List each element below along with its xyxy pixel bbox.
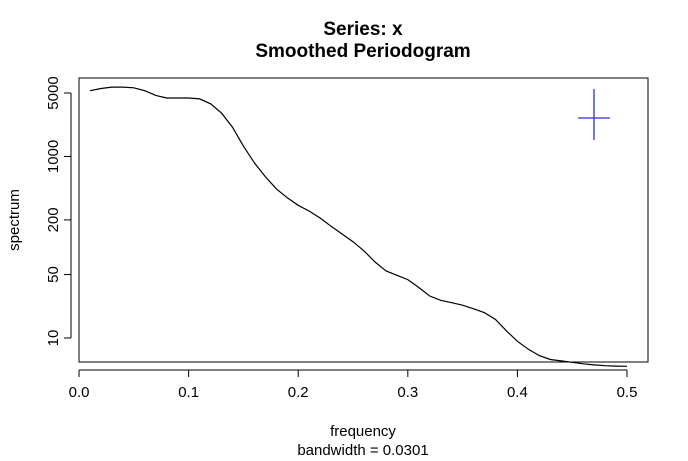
confidence-interval-marker (578, 89, 610, 140)
x-axis-label: frequency (330, 423, 396, 440)
y-tick-label: 50 (45, 266, 62, 283)
y-tick-label: 1000 (45, 140, 62, 173)
plot-frame (78, 77, 649, 363)
x-axis-sublabel: bandwidth = 0.0301 (297, 442, 428, 459)
y-tick-label: 5000 (45, 76, 62, 109)
x-tick-label: 0.3 (397, 384, 418, 401)
y-tick-label: 200 (45, 207, 62, 232)
x-tick-label: 0.4 (507, 384, 528, 401)
chart-title: Series: x (323, 19, 403, 40)
x-tick-label: 0.0 (69, 384, 90, 401)
y-tick-label: 10 (45, 330, 62, 347)
x-axis: 0.0 0.1 0.2 0.3 0.4 0.5 (69, 369, 638, 401)
y-axis: 10 50 200 1000 5000 (45, 76, 72, 347)
x-tick-label: 0.5 (617, 384, 638, 401)
spectrum-series-line (89, 86, 628, 367)
chart-subtitle: Smoothed Periodogram (255, 41, 470, 62)
x-tick-label: 0.1 (178, 384, 199, 401)
x-tick-label: 0.2 (288, 384, 309, 401)
y-axis-label: spectrum (6, 189, 23, 251)
